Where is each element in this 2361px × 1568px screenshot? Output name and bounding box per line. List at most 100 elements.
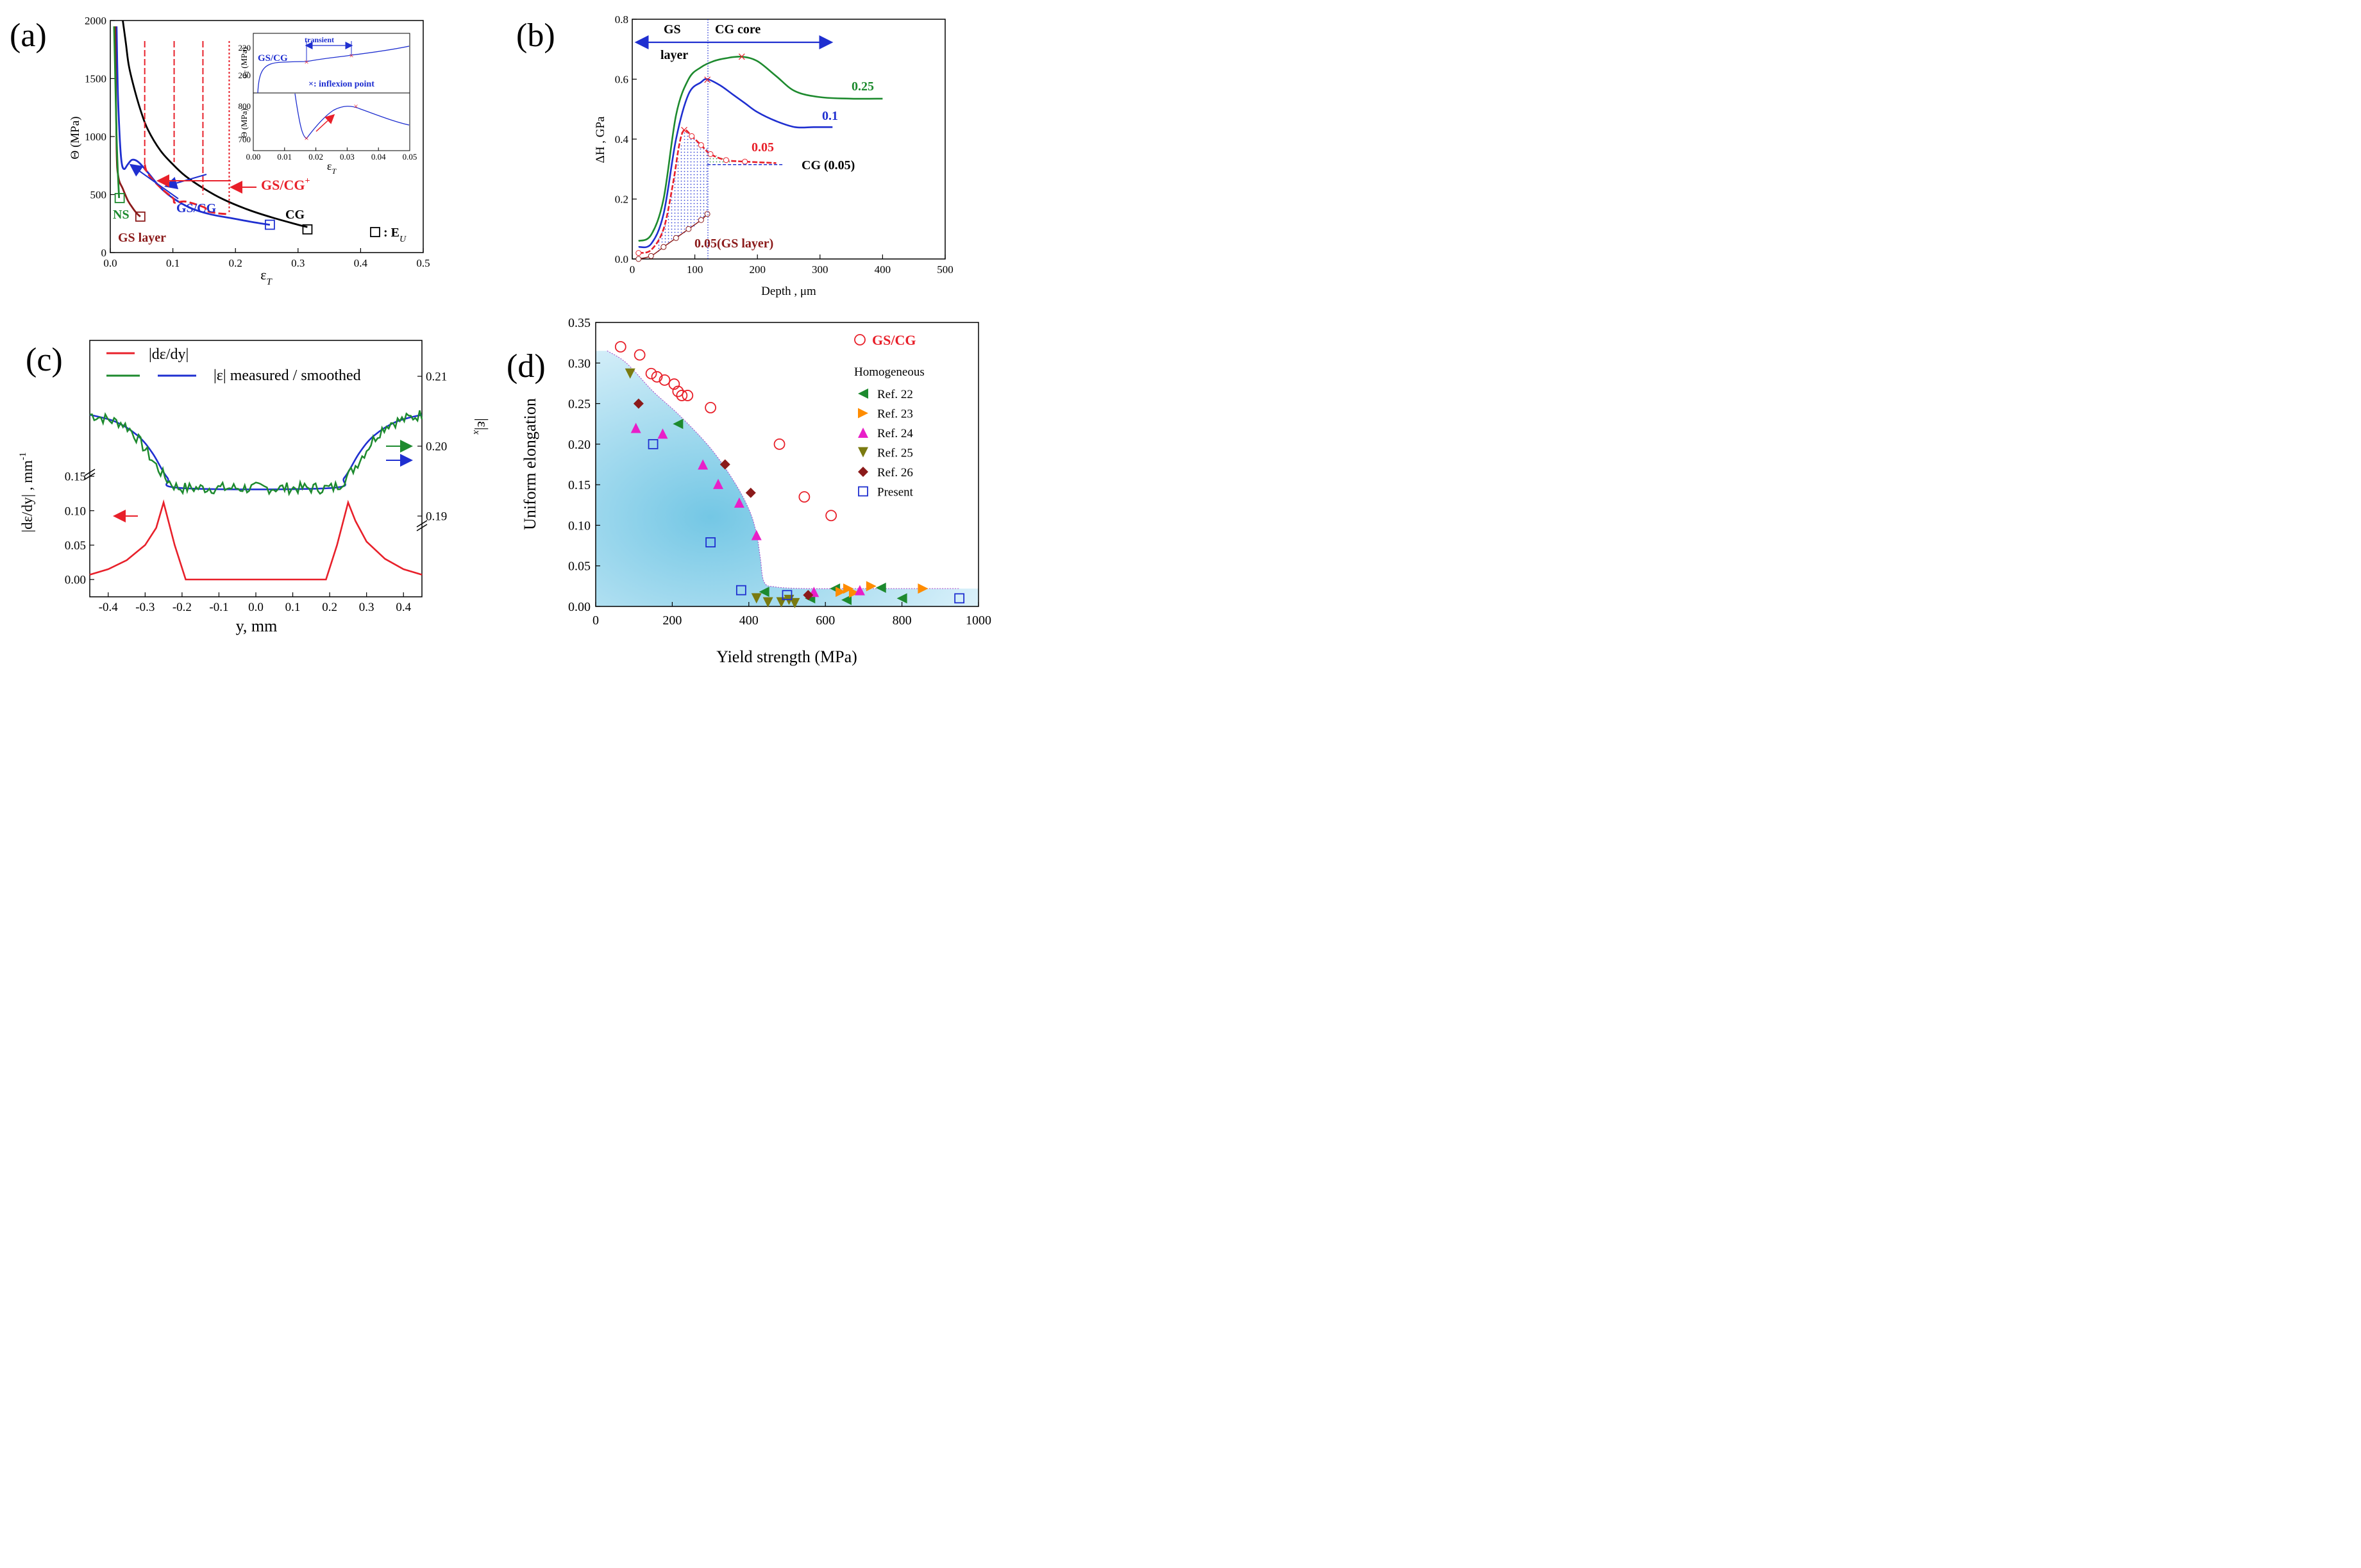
c-red-curve xyxy=(89,499,423,581)
c-break-left-1 xyxy=(84,469,96,476)
panel-b-fills xyxy=(657,129,733,253)
d-legend-marker-gscg xyxy=(854,334,866,346)
d-point-ref-24 xyxy=(657,428,668,439)
a-x-ticklabel: 0.5 xyxy=(416,257,430,269)
d-legend-text: Ref. 23 xyxy=(877,408,913,421)
d-point-ref-24 xyxy=(751,530,762,540)
inset-transient-label: transient xyxy=(305,35,334,44)
b-x-ticklabel: 200 xyxy=(749,263,766,276)
panel-b-ticks: 0 100 200 300 400 500 0.0 0.2 0.4 0.6 0.8 xyxy=(615,13,954,276)
d-point-gs-cg xyxy=(682,390,694,401)
d-y-ticklabel: 0.05 xyxy=(568,560,591,574)
c-x-ticklabel: -0.1 xyxy=(209,601,228,614)
d-legend-marker xyxy=(858,467,868,477)
panel-d-points xyxy=(614,341,965,608)
d-point-ref-22 xyxy=(875,582,886,593)
d-point-gs-cg xyxy=(676,390,688,401)
inset-theta-curve xyxy=(294,93,410,139)
inset-ytick-800: 800 xyxy=(239,101,251,111)
inset-ytick-200: 200 xyxy=(239,71,251,80)
c-x-ticklabel: 0.0 xyxy=(248,601,264,614)
panel-b: (b) 0 100 200 300 400 500 0.0 0.2 0.4 0.6 0.8 ΔH ,… xyxy=(516,13,954,298)
d-point-ref-25 xyxy=(625,368,635,379)
d-point-ref-23 xyxy=(843,583,854,594)
d-legend-text: Ref. 24 xyxy=(877,427,913,440)
panel-a-label: (a) xyxy=(10,17,47,54)
c-yl-ticklabel: 0.10 xyxy=(65,505,86,518)
a-x-ticklabel: 0.4 xyxy=(354,257,368,269)
c-legend-red-text: |dε/dy| xyxy=(149,346,189,363)
d-x-ticklabel: 400 xyxy=(739,613,759,628)
d-legend-title: Homogeneous xyxy=(854,365,925,379)
a-eu-marker xyxy=(302,224,313,235)
d-point-ref-23 xyxy=(918,583,928,594)
b-point xyxy=(685,226,692,232)
c-yr-ticklabel: 0.20 xyxy=(426,440,447,454)
b-y-ticklabel: 0.2 xyxy=(615,193,628,205)
d-point-gs-cg xyxy=(672,385,684,397)
a-y-ticklabel: 500 xyxy=(90,188,107,201)
c-break-right-2 xyxy=(416,524,428,531)
panel-a-ticks: 0.0 0.1 0.2 0.3 0.4 0.5 0 500 1000 1500 2000 xyxy=(85,15,430,269)
d-point-gs-cg xyxy=(798,491,811,503)
d-point-gs-cg xyxy=(773,438,786,450)
a-y-ticklabel: 2000 xyxy=(85,15,106,27)
d-shaded-region xyxy=(596,351,979,606)
b-point xyxy=(673,235,679,241)
c-axis-breaks xyxy=(84,469,428,531)
d-legend-marker xyxy=(858,388,868,399)
panel-a-inset: GS/CG transient ×: inflexion point × × ×… xyxy=(239,33,417,176)
d-point-gs-cg xyxy=(645,367,657,379)
d-point-gs-cg xyxy=(614,341,626,353)
d-legend-text: Ref. 25 xyxy=(877,447,913,460)
c-x-ticklabel: 0.3 xyxy=(359,601,374,614)
d-legend-text-gscg: GS/CG xyxy=(872,332,916,348)
d-point-present xyxy=(705,537,716,547)
panel-b-xlabel: Depth , μm xyxy=(761,285,816,298)
label-025-b: 0.25 xyxy=(852,79,874,94)
label-01-b: 0.1 xyxy=(822,109,838,123)
a-x-ticklabel: 0.1 xyxy=(166,257,180,269)
c-x-ticklabel: 0.4 xyxy=(396,601,411,614)
a-line-cg xyxy=(122,20,308,228)
d-x-ticklabel: 800 xyxy=(893,613,912,628)
d-point-ref-23 xyxy=(836,587,846,597)
d-point-present xyxy=(648,438,659,449)
d-point-ref-26 xyxy=(745,487,756,498)
d-point-ref-24 xyxy=(630,422,641,433)
d-y-ticklabel: 0.25 xyxy=(568,397,591,412)
eu-legend-text: : EU xyxy=(383,226,407,244)
b-peak-mark: × xyxy=(703,72,712,88)
d-legend-text: Ref. 22 xyxy=(877,388,913,401)
a-y-ticklabel: 0 xyxy=(101,247,107,259)
d-y-ticklabel: 0.15 xyxy=(568,478,591,492)
d-y-ticklabel: 0.20 xyxy=(568,438,591,452)
d-point-ref-24 xyxy=(698,459,709,470)
a-eu-marker xyxy=(135,211,146,222)
b-x-ticklabel: 100 xyxy=(687,263,703,276)
b-point xyxy=(723,157,729,163)
c-x-ticklabel: 0.2 xyxy=(322,601,337,614)
d-point-gs-cg xyxy=(634,349,646,361)
d-point-ref-23 xyxy=(866,581,877,592)
d-point-ref-25 xyxy=(789,597,800,608)
inset-ytick-220: 220 xyxy=(239,43,251,53)
d-point-ref-25 xyxy=(762,597,773,608)
label-gscgplus-a: GS/CG+ xyxy=(261,176,310,193)
panel-d-label: (d) xyxy=(507,348,546,385)
d-point-ref-26 xyxy=(803,590,814,601)
d-point-ref-24 xyxy=(734,497,744,508)
d-point-gs-cg xyxy=(651,371,663,383)
d-point-gs-cg xyxy=(668,378,680,390)
label-cg-a: CG xyxy=(285,208,305,222)
panel-a-xlabel: εT xyxy=(260,267,273,287)
d-point-ref-24 xyxy=(713,478,724,489)
b-gs-dotted-region xyxy=(657,129,708,253)
b-y-ticklabel: 0.0 xyxy=(615,253,628,265)
c-break-left-2 xyxy=(84,472,96,480)
d-y-ticklabel: 0.00 xyxy=(568,600,591,614)
b-point xyxy=(698,142,704,148)
label-gscg-a: GS/CG xyxy=(176,201,217,215)
label-005-b: 0.05 xyxy=(752,140,774,154)
